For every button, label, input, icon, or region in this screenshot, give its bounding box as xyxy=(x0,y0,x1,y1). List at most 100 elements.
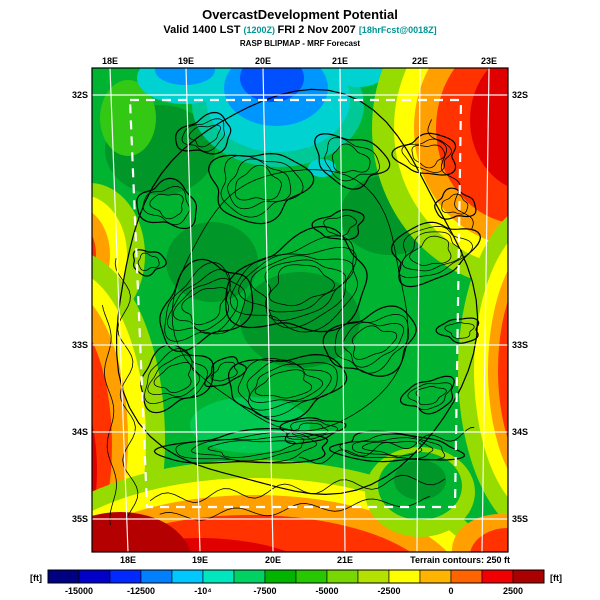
colorbar-tick-label: 2500 xyxy=(503,586,523,596)
contour-loop xyxy=(435,317,480,344)
valid-part: FRI 2 Nov 2007 xyxy=(277,24,359,36)
contour-loop xyxy=(149,193,184,220)
contour-loop xyxy=(144,348,208,404)
contour-loop xyxy=(132,249,167,277)
terrain-contours xyxy=(102,88,482,526)
contour-loop xyxy=(181,118,225,152)
colorbar-tick-label: -10⁴ xyxy=(194,586,211,596)
contour-loop xyxy=(246,359,332,411)
contour-loop xyxy=(237,358,338,418)
axis-label-right: 32S xyxy=(512,90,528,100)
meridian-line xyxy=(339,68,346,552)
contour-loop xyxy=(401,138,452,173)
contour-loop xyxy=(142,186,190,226)
contour-loop xyxy=(136,177,197,230)
colorbar-cell xyxy=(171,569,204,584)
valid-part: (1200Z) xyxy=(243,25,278,35)
contour-loop xyxy=(399,375,455,415)
contour-loop xyxy=(328,430,465,463)
region-fill xyxy=(332,68,384,87)
colorbar-cell xyxy=(264,569,297,584)
contour-loop xyxy=(322,305,417,377)
contour-loop xyxy=(352,437,434,459)
axis-label-right: 33S xyxy=(512,340,528,350)
contour-loop xyxy=(207,440,296,458)
page-title: OvercastDevelopment Potential xyxy=(202,7,398,22)
contour-loop xyxy=(411,144,446,169)
contour-loop xyxy=(137,252,160,271)
domain-box xyxy=(128,98,463,509)
contour-loop xyxy=(324,137,380,182)
contour-line xyxy=(102,305,117,526)
axis-label-right: 34S xyxy=(512,427,528,437)
region-fill xyxy=(100,80,156,156)
contour-loop xyxy=(402,231,463,272)
contour-loop xyxy=(351,325,398,360)
axis-label-top: 18E xyxy=(102,56,118,66)
contour-loop xyxy=(391,132,457,176)
contour-loop xyxy=(250,255,355,321)
axis-labels: 18E 19E 20E 21E 22E 23E 18E 19E 20E 21E 32S 33S 34S 3… xyxy=(72,56,528,565)
colorbar-tick-label: -15000 xyxy=(65,586,93,596)
contour-loop xyxy=(172,277,231,331)
meridian-line xyxy=(185,68,201,552)
colorbar-cell xyxy=(450,569,483,584)
contour-loop xyxy=(339,433,446,461)
colorbar-unit-left: [ft] xyxy=(30,573,42,583)
terrain-note: Terrain contours: 250 ft xyxy=(410,555,510,565)
contour-loop xyxy=(207,152,315,225)
contour-loop xyxy=(220,155,304,218)
contour-loop xyxy=(175,111,232,155)
contour-loop xyxy=(181,287,228,326)
colorbar-cell xyxy=(388,569,421,584)
contour-loop xyxy=(323,215,357,237)
valid-part: [18hrFcst@0018Z] xyxy=(358,25,437,35)
colorbar-cell xyxy=(295,569,328,584)
contour-loop xyxy=(164,262,246,342)
region-fill xyxy=(470,528,508,552)
region-fill xyxy=(155,68,215,85)
colorbar-unit-right: [ft] xyxy=(550,573,562,583)
contour-line xyxy=(149,474,446,504)
contour-loop xyxy=(361,441,423,457)
axis-label-bottom: 20E xyxy=(265,555,281,565)
colorbar-cell xyxy=(233,569,266,584)
contour-loop xyxy=(415,386,447,406)
contour-loop xyxy=(210,361,238,382)
graticule xyxy=(92,68,508,552)
contour-loop xyxy=(249,363,323,403)
contour-loop xyxy=(159,258,254,353)
model-line: RASP BLIPMAP - MRF Forecast xyxy=(239,39,361,48)
contour-loop xyxy=(227,158,292,210)
colorbar-tick-label: -2500 xyxy=(377,586,400,596)
axis-label-right: 35S xyxy=(512,514,528,524)
contour-loop xyxy=(314,133,391,190)
contour-loop xyxy=(311,209,365,241)
axis-label-bottom: 21E xyxy=(337,555,353,565)
colorbar-cell xyxy=(140,569,173,584)
region-fill xyxy=(92,512,191,552)
contour-loop xyxy=(229,235,358,333)
colorbar-tick-label: -12500 xyxy=(127,586,155,596)
region-fill xyxy=(470,68,508,187)
axis-label-left: 33S xyxy=(72,340,88,350)
contour-loop xyxy=(434,187,477,220)
region-fill xyxy=(92,234,96,276)
contour-loop xyxy=(147,354,201,397)
colorbar-tick-label: 0 xyxy=(448,586,453,596)
colorbar-border xyxy=(47,569,545,584)
contour-loop xyxy=(190,436,305,462)
contour-loop xyxy=(444,322,475,339)
axis-label-top: 20E xyxy=(255,56,271,66)
colorbar-cell xyxy=(78,569,111,584)
contour-loop xyxy=(188,124,221,148)
contour-loop xyxy=(153,362,192,394)
contour-loop xyxy=(115,88,479,496)
contour-loop xyxy=(331,143,371,173)
contour-line xyxy=(159,495,430,521)
region-fill xyxy=(92,422,97,518)
axis-label-left: 34S xyxy=(72,427,88,437)
